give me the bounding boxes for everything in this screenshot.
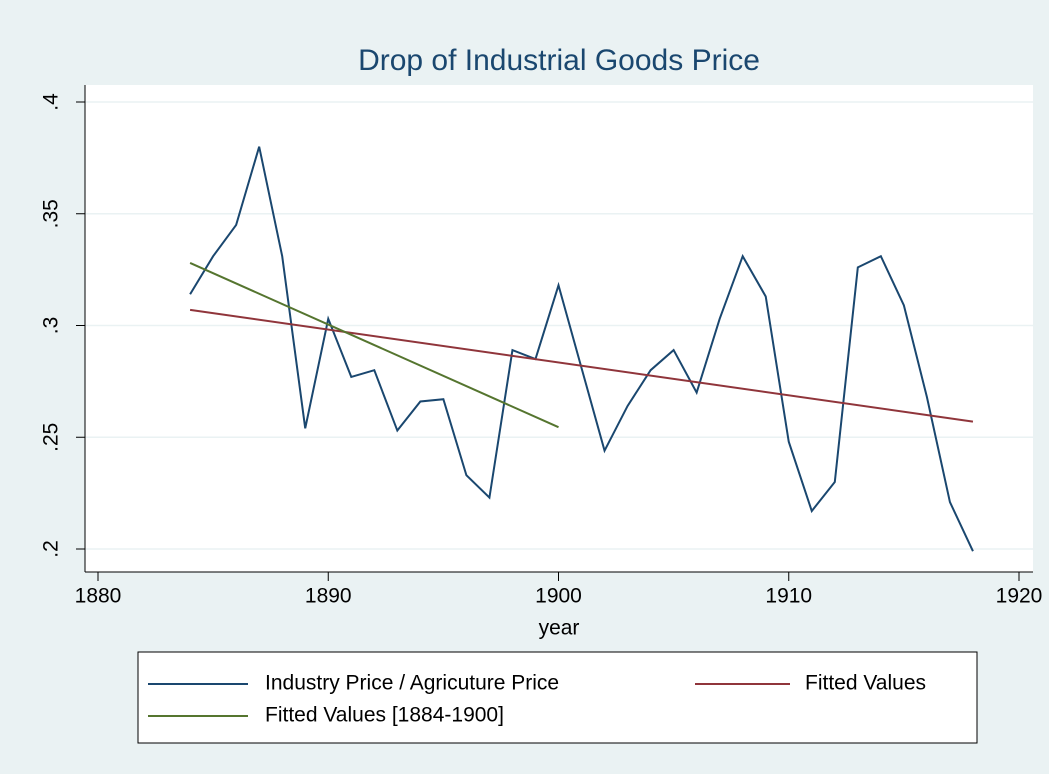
y-tick-label: .2 xyxy=(40,540,63,558)
x-tick-label: 1880 xyxy=(75,585,122,608)
x-tick-label: 1910 xyxy=(765,585,812,608)
legend-label: Fitted Values [1884-1900] xyxy=(265,704,504,727)
x-tick-label: 1920 xyxy=(996,585,1043,608)
x-tick-label: 1900 xyxy=(535,585,582,608)
y-tick-label: .3 xyxy=(40,317,63,335)
line-series xyxy=(189,308,974,423)
x-axis-label: year xyxy=(539,617,580,640)
plot-area xyxy=(85,85,1033,572)
line-series xyxy=(189,262,559,429)
y-tick-label: .25 xyxy=(40,423,63,452)
legend-label: Industry Price / Agricuture Price xyxy=(265,672,559,695)
legend-label: Fitted Values xyxy=(805,672,926,695)
x-tick-label: 1890 xyxy=(305,585,352,608)
chart-title: Drop of Industrial Goods Price xyxy=(358,44,760,77)
legend xyxy=(137,651,978,744)
y-tick-label: .4 xyxy=(40,93,63,111)
y-tick-label: .35 xyxy=(40,199,63,228)
line-series xyxy=(189,146,974,552)
